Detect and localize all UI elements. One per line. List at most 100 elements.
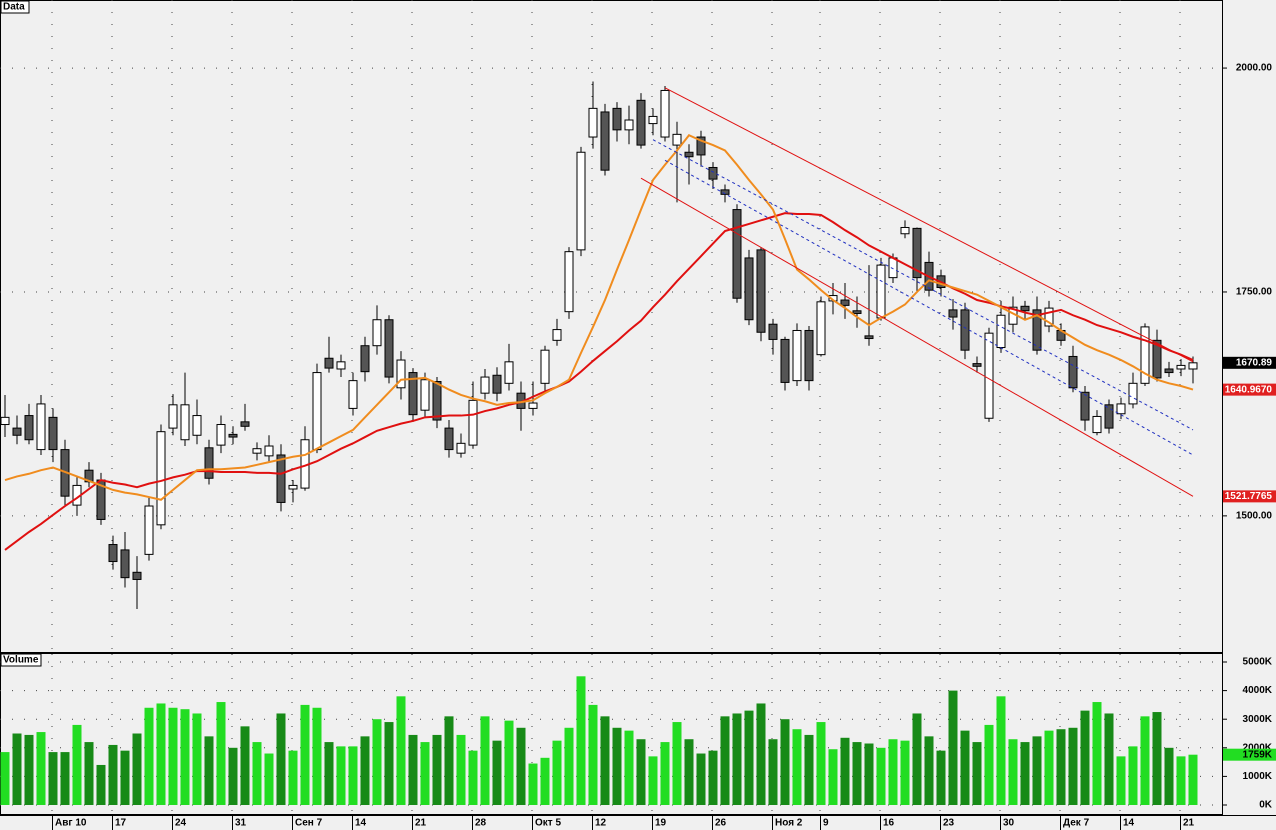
candle-body — [384, 319, 394, 378]
volume-bar — [60, 752, 70, 805]
candle-body — [552, 329, 562, 341]
volume-bar — [996, 696, 1006, 805]
last-value-box — [1223, 383, 1276, 396]
candle-body — [468, 399, 478, 446]
volume-bar — [708, 750, 718, 805]
candle-body — [48, 416, 58, 451]
candle-body — [216, 424, 226, 446]
volume-bar — [288, 750, 298, 805]
volume-bar — [1140, 716, 1150, 805]
y-tick-label: 2000K — [1243, 742, 1273, 753]
volume-bar — [264, 753, 274, 805]
volume-bar — [228, 747, 238, 805]
volume-bar — [960, 730, 970, 805]
candle-body — [756, 249, 766, 333]
volume-bar — [864, 743, 874, 805]
last-value-label: 1670.89 — [1236, 357, 1273, 368]
price-panel — [0, 0, 1223, 653]
volume-bar — [468, 750, 478, 805]
last-value-box — [1223, 748, 1276, 761]
volume-bar — [144, 707, 154, 805]
x-tick-label: 24 — [175, 818, 187, 829]
candle-body — [804, 329, 814, 382]
volume-bar — [672, 722, 682, 805]
x-tick-label: 26 — [715, 818, 727, 829]
x-tick-label: 21 — [415, 818, 427, 829]
volume-bar — [360, 736, 370, 805]
volume-bar — [336, 746, 346, 805]
volume-bar — [432, 734, 442, 805]
candle-body — [24, 415, 34, 441]
y-tick-label: 3000K — [1243, 714, 1273, 725]
volume-bar — [1032, 736, 1042, 805]
x-tick-label: 31 — [235, 818, 247, 829]
last-value-box — [1223, 490, 1276, 503]
candle-body — [144, 505, 154, 555]
x-tick-label: 28 — [475, 818, 487, 829]
volume-bar — [216, 702, 226, 805]
volume-bar — [372, 719, 382, 805]
x-tick-label: Дек 7 — [1063, 818, 1090, 829]
volume-bar — [1104, 713, 1114, 805]
x-tick-label: 30 — [1003, 818, 1015, 829]
overlays: 1670.89 1640.9670 1521.7765 1759K — [4, 87, 1276, 761]
x-tick-label: 14 — [355, 818, 367, 829]
trend-line — [640, 177, 1194, 497]
y-tick-label: 1500.00 — [1236, 511, 1273, 522]
candle-body — [252, 448, 262, 454]
y-tick-label: 2000.00 — [1236, 63, 1273, 74]
x-tick-label: Окт 5 — [535, 818, 561, 829]
volume-bar — [1044, 730, 1054, 805]
candle-body — [984, 332, 994, 419]
volume-bar — [504, 720, 514, 805]
candle-body — [156, 431, 166, 526]
volume-bar — [636, 739, 646, 805]
volume-bar — [528, 763, 538, 805]
candle-body — [348, 380, 358, 409]
volume-bar — [984, 724, 994, 805]
candle-body — [204, 447, 214, 479]
volume-bar — [396, 696, 406, 805]
last-value-label: 1521.7765 — [1225, 491, 1273, 502]
volume-bar — [804, 734, 814, 805]
volume-bar — [420, 742, 430, 805]
volume-bar — [660, 742, 670, 805]
candle-body — [480, 376, 490, 394]
volume-bar — [768, 739, 778, 805]
candle-body — [564, 251, 574, 313]
candle-body — [588, 107, 598, 138]
volume-bar — [1008, 739, 1018, 805]
volume-bar — [888, 739, 898, 805]
candle-body — [312, 372, 322, 451]
trend-line — [664, 159, 1194, 456]
volume-bar — [744, 710, 754, 805]
x-tick-label: 9 — [823, 818, 829, 829]
volume-bar — [456, 734, 466, 805]
chart-title: Volume — [3, 655, 39, 666]
volume-bar — [48, 752, 58, 805]
volume-bar — [600, 716, 610, 805]
last-value-label: 1759K — [1243, 749, 1273, 760]
candle-body — [612, 107, 622, 131]
volume-bar — [96, 764, 106, 805]
volume-bar — [852, 742, 862, 805]
x-tick-label: Авг 10 — [55, 818, 87, 829]
candle-body — [600, 111, 610, 171]
y-tick-label: 0K — [1259, 800, 1273, 811]
volume-bar — [588, 704, 598, 805]
volume-bar — [624, 730, 634, 805]
candle-body — [780, 338, 790, 383]
volume-bar — [480, 716, 490, 805]
candle-body — [324, 357, 334, 369]
volume-bar — [300, 704, 310, 805]
candle-body — [336, 361, 346, 370]
volume-bar — [552, 740, 562, 805]
volume-bar — [720, 716, 730, 805]
candle-body — [636, 99, 646, 146]
candle-body — [1152, 339, 1162, 379]
volume-bar — [1188, 754, 1198, 805]
moving-average — [4, 134, 1194, 501]
candle-body — [1080, 391, 1090, 421]
